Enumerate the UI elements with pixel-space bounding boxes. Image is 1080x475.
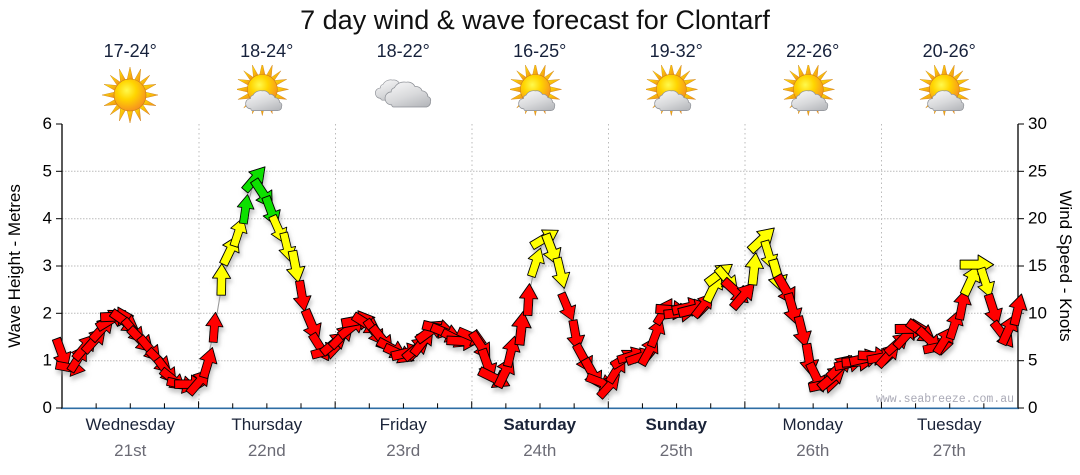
svg-text:20: 20 — [1028, 209, 1047, 228]
svg-text:www.seabreeze.com.au: www.seabreeze.com.au — [876, 393, 1014, 406]
svg-text:1: 1 — [43, 351, 52, 370]
svg-text:16-25°: 16-25° — [513, 41, 566, 61]
svg-text:3: 3 — [43, 256, 52, 275]
svg-text:2: 2 — [43, 303, 52, 322]
svg-text:5: 5 — [43, 161, 52, 180]
svg-text:22-26°: 22-26° — [786, 41, 839, 61]
svg-text:17-24°: 17-24° — [104, 41, 157, 61]
svg-text:5: 5 — [1028, 351, 1037, 370]
svg-text:25: 25 — [1028, 161, 1047, 180]
svg-text:19-32°: 19-32° — [650, 41, 703, 61]
svg-text:20-26°: 20-26° — [923, 41, 976, 61]
svg-text:4: 4 — [43, 209, 52, 228]
svg-text:18-22°: 18-22° — [377, 41, 430, 61]
svg-text:30: 30 — [1028, 114, 1047, 133]
svg-text:Wind Speed - Knots: Wind Speed - Knots — [1056, 190, 1075, 341]
svg-text:18-24°: 18-24° — [240, 41, 293, 61]
svg-text:Wave Height - Metres: Wave Height - Metres — [5, 184, 24, 348]
svg-text:10: 10 — [1028, 303, 1047, 322]
svg-text:6: 6 — [43, 114, 52, 133]
svg-text:15: 15 — [1028, 256, 1047, 275]
